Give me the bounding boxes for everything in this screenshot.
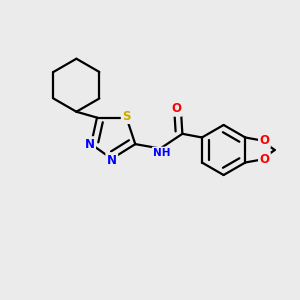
Text: O: O <box>172 102 182 115</box>
Text: N: N <box>85 138 94 151</box>
Text: NH: NH <box>153 148 170 158</box>
Text: S: S <box>122 110 131 123</box>
Text: O: O <box>260 134 269 147</box>
Text: O: O <box>260 153 269 166</box>
Text: N: N <box>107 154 117 167</box>
